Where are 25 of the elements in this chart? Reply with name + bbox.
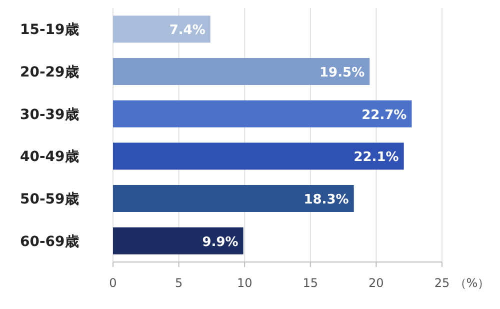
bar — [113, 185, 354, 212]
data-label: 9.9% — [202, 234, 238, 250]
y-tick-label: 50-59歳 — [20, 192, 79, 208]
y-tick-label: 15-19歳 — [20, 22, 79, 38]
bar — [113, 227, 244, 254]
x-tick-label: 25 — [434, 276, 450, 290]
bar — [113, 100, 412, 128]
data-label: 22.1% — [354, 150, 399, 166]
x-tick-label: 10 — [236, 276, 252, 290]
x-tick-label: 5 — [174, 276, 183, 290]
data-label: 7.4% — [169, 23, 206, 38]
bar — [113, 58, 370, 85]
bar — [113, 142, 404, 170]
y-tick-label: 30-39歳 — [20, 106, 79, 123]
x-axis-title: （%） — [454, 276, 490, 290]
y-tick-label: 20-29歳 — [20, 64, 79, 80]
y-tick-label: 60-69歳 — [20, 234, 79, 250]
y-tick-label: 40-49歳 — [20, 149, 79, 166]
data-label: 22.7% — [362, 108, 407, 123]
data-label: 18.3% — [304, 192, 349, 208]
x-tick-label: 15 — [302, 276, 318, 290]
x-tick-label: 20 — [368, 276, 384, 290]
data-label: 19.5% — [320, 66, 365, 80]
bar — [113, 16, 210, 43]
x-tick-label: 0 — [109, 276, 117, 290]
